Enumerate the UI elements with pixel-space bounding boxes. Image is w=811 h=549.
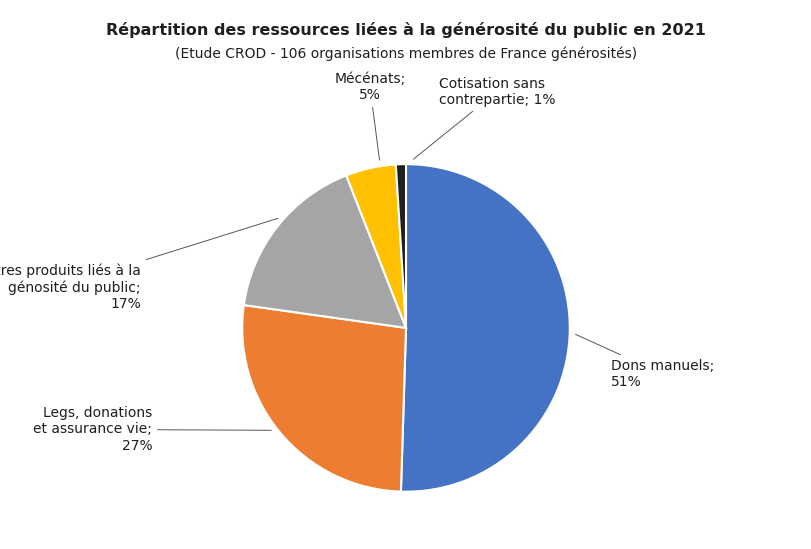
Wedge shape xyxy=(242,305,406,491)
Wedge shape xyxy=(401,164,569,492)
Text: Legs, donations
et assurance vie;
27%: Legs, donations et assurance vie; 27% xyxy=(33,406,271,452)
Wedge shape xyxy=(395,164,406,328)
Wedge shape xyxy=(243,176,406,328)
Text: Autres produits liés à la
génosité du public;
17%: Autres produits liés à la génosité du pu… xyxy=(0,219,277,311)
Text: Répartition des ressources liées à la générosité du public en 2021: Répartition des ressources liées à la gé… xyxy=(106,22,705,38)
Text: Cotisation sans
contrepartie; 1%: Cotisation sans contrepartie; 1% xyxy=(413,77,555,159)
Wedge shape xyxy=(345,165,406,328)
Text: Dons manuels;
51%: Dons manuels; 51% xyxy=(575,334,713,389)
Text: (Etude CROD - 106 organisations membres de France générosités): (Etude CROD - 106 organisations membres … xyxy=(174,47,637,61)
Text: Mécénats;
5%: Mécénats; 5% xyxy=(334,72,406,160)
